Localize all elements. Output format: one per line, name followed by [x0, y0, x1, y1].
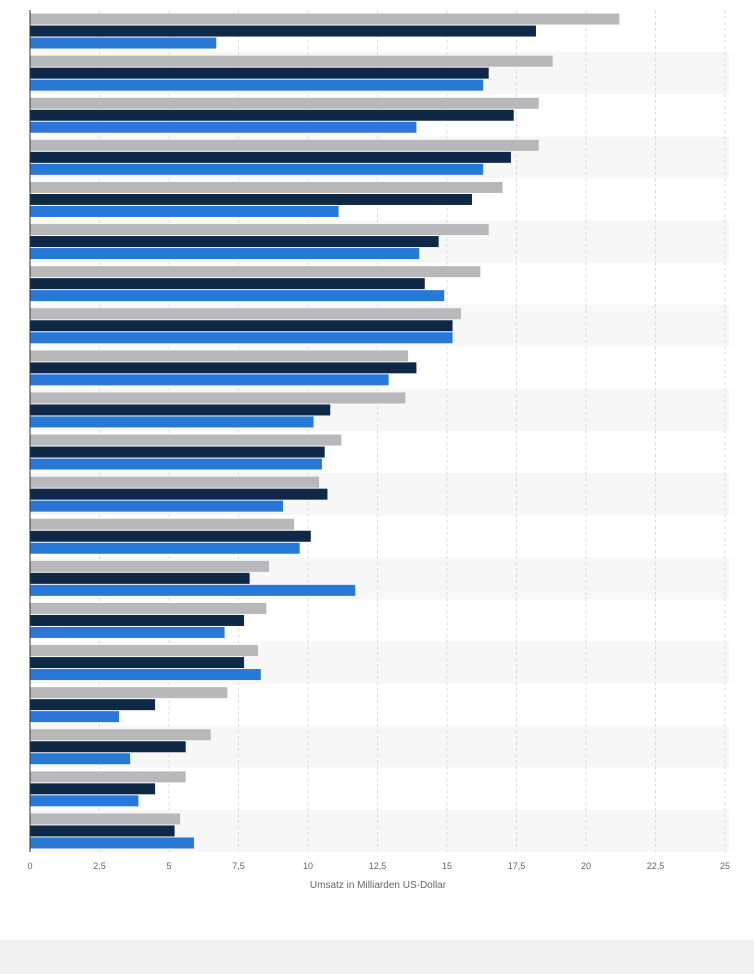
bar-series-1	[30, 266, 481, 278]
x-tick-label: 12,5	[369, 861, 387, 871]
x-tick-label: 5	[166, 861, 171, 871]
x-axis-label: Umsatz in Milliarden US-Dollar	[310, 880, 447, 891]
x-tick-label: 7,5	[232, 861, 245, 871]
bar-series-2	[30, 25, 536, 37]
bar-series-3	[30, 542, 300, 554]
bar-series-3	[30, 458, 322, 470]
bar-series-3	[30, 753, 131, 765]
bar-series-2	[30, 783, 156, 795]
bar-series-2	[30, 530, 311, 542]
bar-series-1	[30, 392, 406, 404]
bar-series-2	[30, 446, 325, 458]
bar-series-3	[30, 205, 339, 217]
bar-series-1	[30, 813, 181, 825]
bar-series-3	[30, 795, 139, 807]
category-bands	[30, 10, 729, 852]
bar-series-2	[30, 572, 250, 584]
bar-series-2	[30, 404, 331, 416]
bar-series-1	[30, 729, 211, 741]
x-tick-label: 15	[442, 861, 452, 871]
bar-series-1	[30, 771, 186, 783]
bar-series-2	[30, 488, 328, 500]
bar-series-3	[30, 248, 420, 260]
x-tick-label: 20	[581, 861, 591, 871]
x-tick-label: 17,5	[508, 861, 526, 871]
bar-series-1	[30, 518, 295, 530]
bar-series-1	[30, 13, 620, 25]
bar-series-2	[30, 193, 473, 205]
bars	[30, 13, 620, 849]
bar-series-1	[30, 602, 267, 614]
bar-series-1	[30, 434, 342, 446]
bar-series-3	[30, 79, 484, 91]
bar-series-1	[30, 181, 503, 193]
bar-series-2	[30, 67, 489, 79]
bar-series-3	[30, 669, 261, 681]
bar-series-2	[30, 109, 514, 121]
bar-series-3	[30, 374, 389, 386]
bar-series-3	[30, 290, 445, 302]
bar-series-3	[30, 416, 314, 428]
bar-series-2	[30, 236, 439, 248]
x-tick-label: 25	[720, 861, 730, 871]
bar-series-3	[30, 584, 356, 596]
bar-series-2	[30, 320, 453, 332]
x-tick-label: 2,5	[93, 861, 106, 871]
bar-series-2	[30, 362, 417, 374]
bar-series-3	[30, 332, 453, 344]
bar-series-3	[30, 500, 283, 512]
bar-series-2	[30, 614, 245, 626]
bar-series-1	[30, 560, 270, 572]
bar-series-1	[30, 55, 553, 67]
bar-series-3	[30, 837, 195, 849]
bar-series-2	[30, 278, 425, 290]
bar-series-1	[30, 97, 539, 109]
bar-series-1	[30, 476, 320, 488]
bar-series-2	[30, 699, 156, 711]
x-tick-label: 0	[27, 861, 32, 871]
bar-series-1	[30, 645, 258, 657]
x-tick-label: 10	[303, 861, 313, 871]
x-tick-label: 22,5	[647, 861, 665, 871]
bar-series-1	[30, 687, 228, 699]
bar-series-1	[30, 308, 461, 320]
bar-series-3	[30, 711, 119, 723]
bar-series-2	[30, 151, 511, 163]
bar-series-2	[30, 657, 245, 669]
bar-series-2	[30, 825, 175, 837]
bar-series-2	[30, 741, 186, 753]
bar-series-3	[30, 121, 417, 133]
bar-series-3	[30, 37, 217, 49]
bar-series-3	[30, 163, 484, 175]
x-tick-labels: 0 2,5 5 7,5 10 12,5 15 17,5 20 22,5 25	[27, 861, 730, 871]
bar-series-1	[30, 139, 539, 151]
bar-series-1	[30, 350, 409, 362]
bar-series-1	[30, 224, 489, 236]
bar-series-3	[30, 626, 225, 638]
